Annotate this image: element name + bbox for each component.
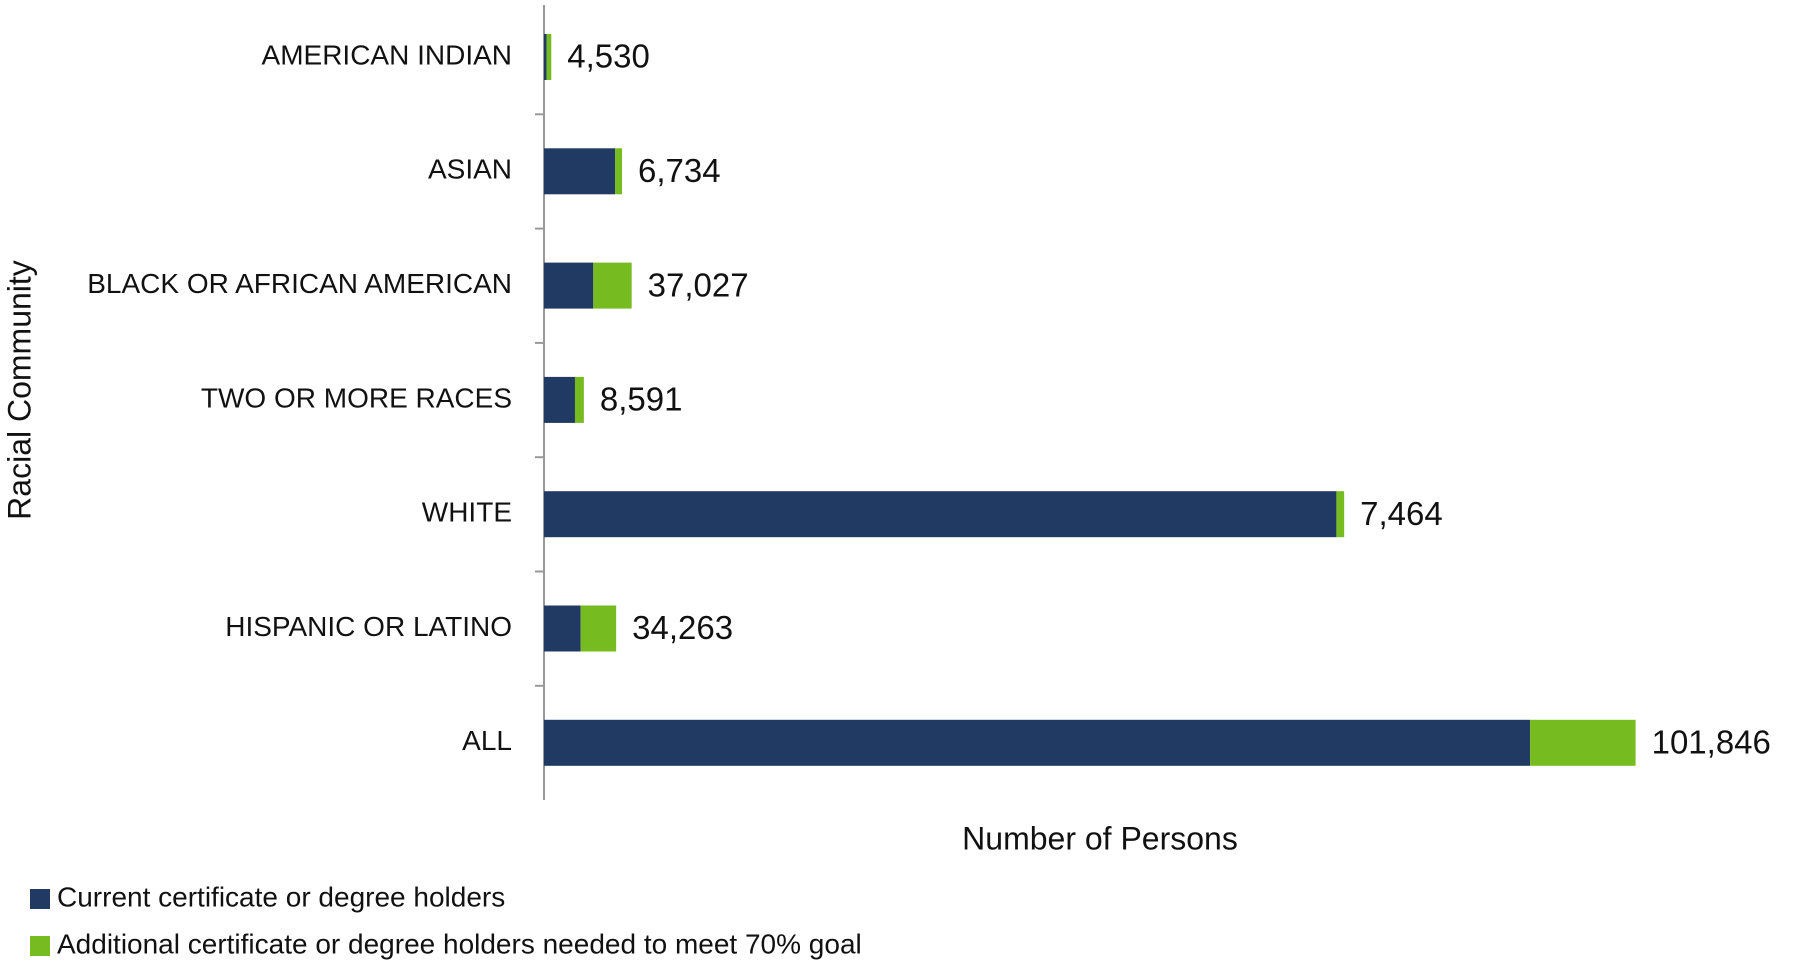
y-axis-title: Racial Community [1, 260, 37, 520]
y-tick-label: BLACK OR AFRICAN AMERICAN [87, 268, 512, 299]
bar-segment [544, 719, 1531, 766]
bar-segment [615, 148, 623, 195]
data-label: 7,464 [1360, 495, 1443, 532]
data-label: 37,027 [648, 266, 749, 303]
bar-segment [544, 491, 1337, 538]
bar-segment [544, 262, 594, 309]
legend-swatch [30, 936, 50, 956]
bar-segment [544, 34, 547, 80]
bar-segment [574, 376, 584, 423]
y-tick-label: WHITE [422, 497, 512, 528]
bar-segment [1530, 719, 1636, 766]
bar-segment [1336, 491, 1345, 538]
y-tick-label: AMERICAN INDIAN [262, 39, 512, 70]
bar-segment [593, 262, 632, 309]
data-label: 34,263 [632, 609, 733, 646]
y-tick-label: ASIAN [428, 154, 512, 185]
data-label: 6,734 [638, 152, 721, 189]
y-tick-label: ALL [462, 725, 512, 756]
legend-label: Current certificate or degree holders [57, 881, 505, 912]
data-label: 8,591 [600, 381, 683, 418]
bar-segment [546, 34, 552, 80]
y-tick-label: TWO OR MORE RACES [201, 382, 512, 413]
bar-segment [544, 376, 575, 423]
data-label: 4,530 [567, 38, 650, 75]
data-label: 101,846 [1652, 724, 1771, 761]
y-tick-label: HISPANIC OR LATINO [225, 611, 512, 642]
legend-swatch [30, 889, 50, 909]
bar-segment [544, 605, 581, 652]
x-axis-title: Number of Persons [962, 820, 1238, 856]
legend-label: Additional certificate or degree holders… [57, 928, 862, 959]
bar-segment [544, 148, 616, 195]
bar-segment [580, 605, 617, 652]
